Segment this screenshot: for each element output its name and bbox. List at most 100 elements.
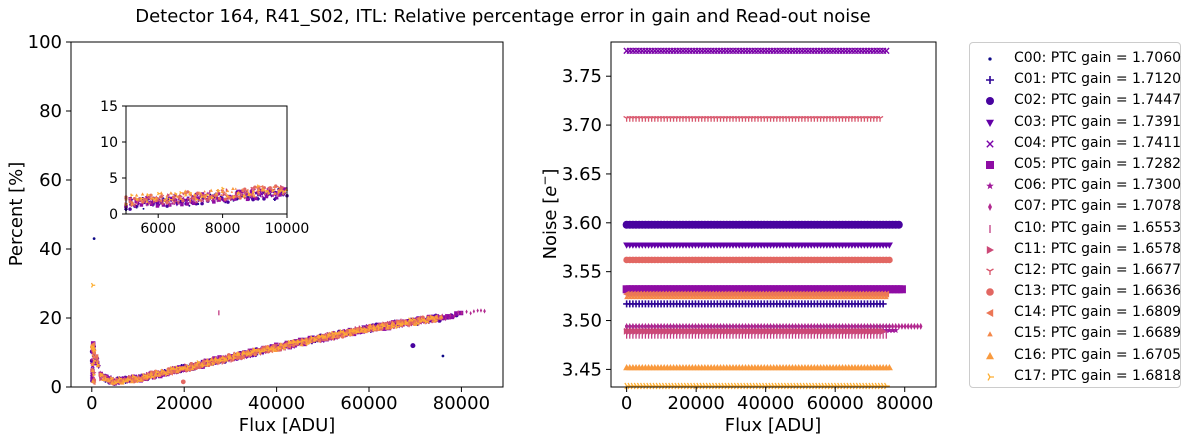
noise-point	[855, 294, 861, 300]
noise-series-c01	[623, 300, 887, 308]
legend-entry: C03: PTC gain = 1.7391	[970, 112, 1181, 133]
inset-point	[273, 191, 277, 195]
inset-point	[203, 190, 206, 193]
gain-error-point	[325, 337, 329, 341]
readout-noise-ytick-label: 3.60	[562, 213, 602, 234]
noise-point	[777, 294, 783, 300]
gain-error-point	[415, 321, 420, 326]
noise-point	[749, 294, 755, 300]
gain-error-point	[278, 342, 284, 347]
gain-error-point	[331, 333, 336, 338]
inset-point	[174, 192, 178, 196]
gain-error-point	[146, 372, 150, 376]
noise-point	[840, 294, 845, 300]
inset-point	[175, 203, 179, 207]
inset-point	[154, 199, 157, 203]
noise-point	[903, 322, 907, 330]
gain-error-point	[390, 320, 395, 325]
legend-marker-icon	[988, 203, 992, 212]
inset-point	[163, 198, 167, 203]
gain-error-point	[426, 315, 431, 320]
inset-point	[194, 201, 199, 206]
gain-error-point	[355, 327, 360, 331]
inset-ytick-label: 15	[100, 99, 118, 115]
inset-point	[195, 197, 199, 202]
noise-point	[711, 294, 717, 300]
gain-error-point	[399, 320, 405, 325]
noise-point	[915, 322, 920, 330]
inset-point	[269, 194, 274, 198]
inset-point	[131, 200, 134, 203]
inset-point	[154, 196, 158, 200]
gain-error-point	[449, 314, 455, 320]
gain-error-ytick-label: 20	[39, 308, 62, 329]
gain-error-point	[133, 378, 138, 384]
gain-error-point	[351, 328, 356, 333]
gain-error-point	[117, 376, 122, 381]
gain-error-xtick-label: 40000	[248, 393, 305, 414]
noise-point	[808, 294, 814, 300]
noise-point	[633, 294, 639, 300]
gain-error-point	[258, 349, 263, 355]
gain-error-point	[241, 351, 246, 357]
noise-point	[882, 290, 890, 298]
legend-label: C13: PTC gain = 1.6636	[1014, 283, 1182, 300]
inset-point	[171, 201, 174, 206]
gain-error-point	[381, 324, 386, 329]
gain-error-point	[131, 374, 136, 379]
inset-point	[145, 196, 149, 200]
noise-point	[755, 294, 761, 300]
legend-label: C17: PTC gain = 1.6818	[1014, 367, 1182, 384]
inset-point	[217, 196, 222, 201]
legend-label: C16: PTC gain = 1.6705	[1014, 346, 1182, 363]
noise-series-c17	[624, 382, 890, 390]
gain-error-point	[334, 331, 339, 336]
noise-point	[705, 294, 711, 300]
gain-error-point	[348, 328, 353, 334]
gain-error-axes-frame	[70, 41, 504, 388]
legend-entry: C07: PTC gain = 1.7078	[970, 196, 1181, 217]
gain-error-point	[245, 352, 250, 357]
noise-point	[655, 294, 661, 300]
gain-error-point	[89, 357, 94, 362]
gain-error-point	[236, 351, 241, 357]
inset-point	[161, 202, 165, 206]
inset-point	[181, 199, 185, 203]
gain-error-point	[454, 311, 459, 316]
inset-point	[250, 192, 254, 197]
legend-entry: C10: PTC gain = 1.6553	[970, 218, 1182, 239]
gain-error-point	[240, 355, 245, 360]
noise-point	[780, 294, 786, 300]
noise-series-c14	[623, 290, 890, 298]
inset-point	[249, 190, 254, 194]
gain-error-ytick-label: 80	[39, 101, 62, 122]
inset-point	[210, 195, 214, 200]
gain-error-point	[341, 329, 346, 334]
legend-label: C06: PTC gain = 1.7300	[1014, 177, 1182, 194]
gain-error-point	[472, 309, 475, 314]
inset-point	[197, 191, 201, 194]
inset-point	[142, 197, 147, 202]
inset-point	[165, 194, 169, 197]
legend-marker-icon	[986, 268, 994, 275]
legend-label: C10: PTC gain = 1.6553	[1014, 219, 1182, 236]
noise-point	[824, 294, 830, 300]
inset-point	[132, 196, 137, 201]
readout-noise-ticks: 0 20000 40000 60000 80000 3.45 3.50 3.55 3.60 3.6…	[562, 66, 933, 414]
inset-point	[251, 189, 255, 194]
inset-point	[252, 194, 256, 198]
noise-point	[746, 294, 752, 300]
gain-error-point	[253, 352, 257, 356]
legend-label: C11: PTC gain = 1.6578	[1014, 240, 1182, 257]
inset-point	[142, 207, 145, 210]
noise-point	[846, 294, 852, 300]
readout-noise-xlabel: Flux [ADU]	[725, 415, 822, 436]
inset-point	[175, 194, 179, 198]
inset-point	[150, 193, 153, 196]
gain-error-point	[247, 348, 253, 354]
noise-point	[793, 294, 799, 300]
gain-error-point	[395, 320, 401, 326]
gain-error-point	[246, 350, 252, 355]
legend-marker	[986, 245, 994, 254]
